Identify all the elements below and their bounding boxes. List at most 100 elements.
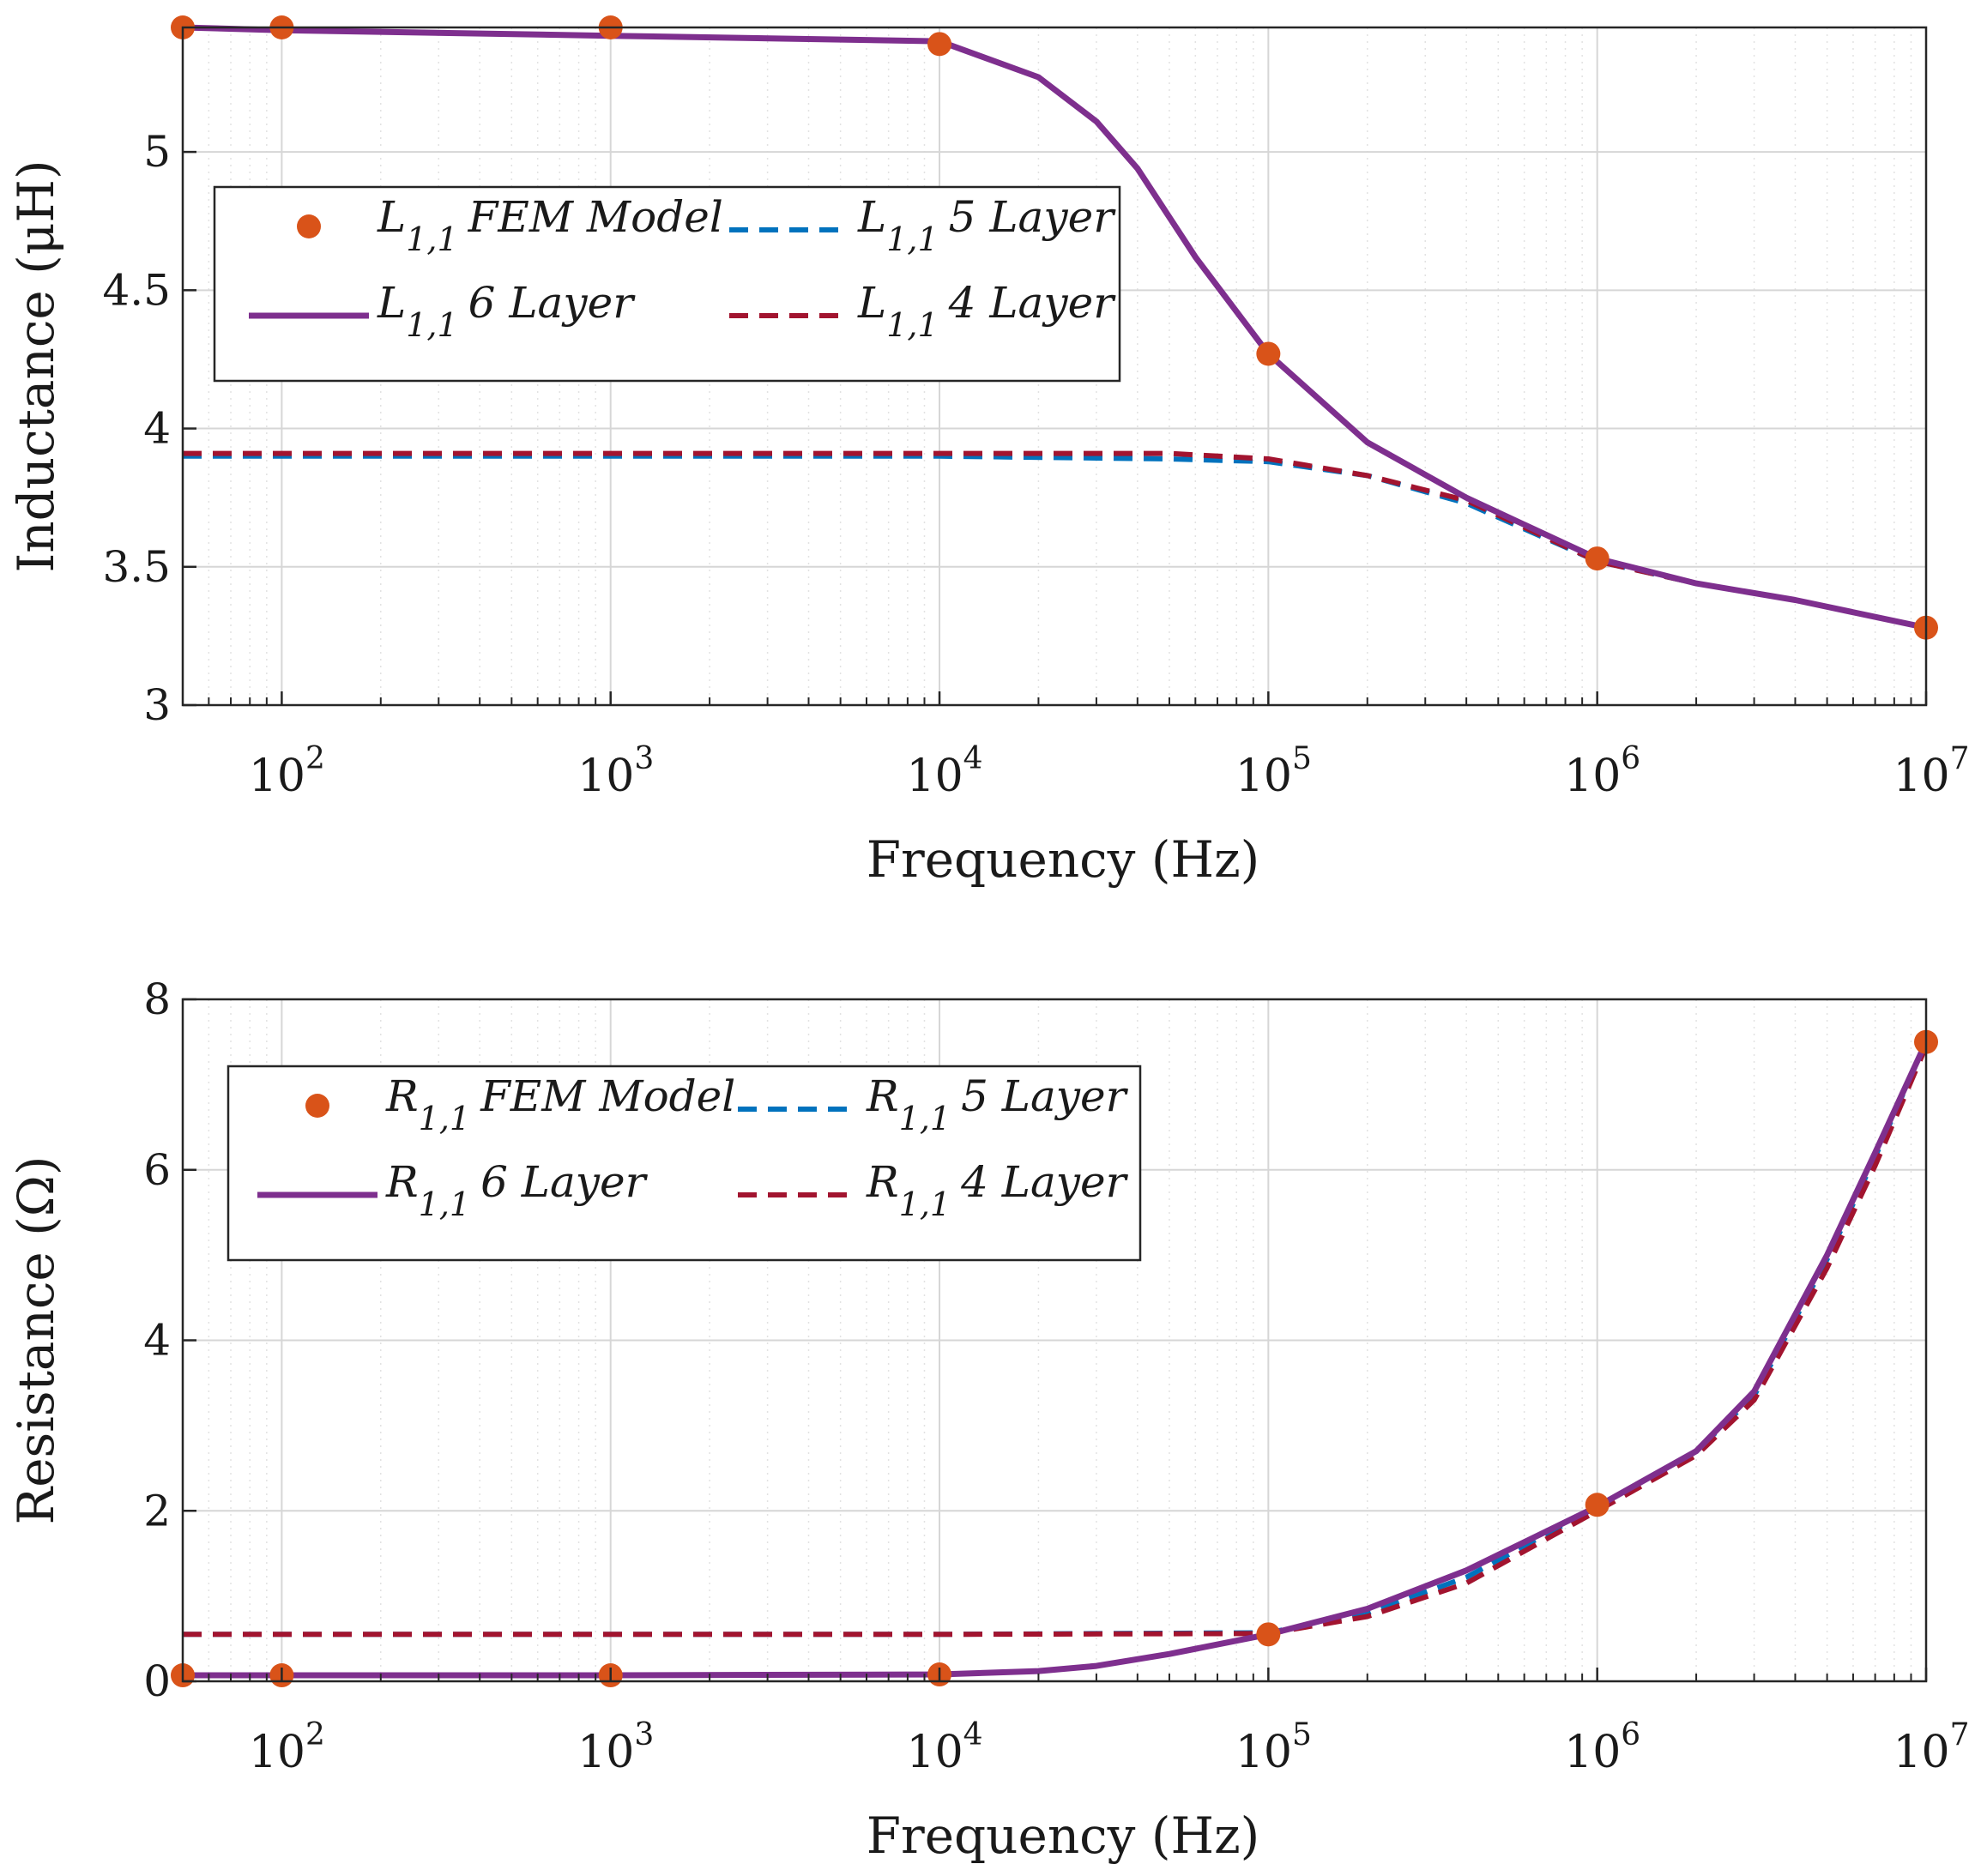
- x-tick-label: 103: [577, 741, 654, 802]
- inductance-series: [171, 15, 1938, 640]
- fem-data-point: [1256, 341, 1281, 366]
- legend-symbol: R: [866, 1071, 899, 1121]
- series-line-6-layer: [182, 24, 1927, 631]
- inductance-axes-frame: [181, 26, 1928, 707]
- legend-symbol: R: [385, 1157, 419, 1207]
- x-tick-exponent: 6: [1621, 1717, 1640, 1752]
- legend-symbol: L: [857, 278, 886, 328]
- x-tick-base: 10: [577, 1727, 634, 1778]
- legend-series-name: 5 Layer: [961, 1071, 1129, 1121]
- x-tick-exponent: 7: [1950, 741, 1970, 776]
- fem-data-point: [927, 32, 952, 57]
- legend-subscript: 1,1: [406, 306, 457, 344]
- resistance-x-axis-label: Frequency (Hz): [867, 1807, 1260, 1865]
- legend-series-name: 6 Layer: [468, 278, 637, 328]
- fem-data-point: [1256, 1622, 1281, 1647]
- legend-subscript: 1,1: [899, 1100, 951, 1137]
- legend-symbol: L: [377, 192, 406, 242]
- x-tick-base: 10: [249, 1727, 305, 1778]
- legend-subscript: 1,1: [419, 1100, 470, 1137]
- legend-label: L1,1 6 Layer: [377, 278, 636, 344]
- legend-subscript: 1,1: [899, 1185, 951, 1223]
- x-tick-label: 107: [1893, 741, 1969, 802]
- x-tick-exponent: 5: [1292, 741, 1312, 776]
- x-tick-base: 10: [249, 751, 305, 802]
- x-tick-base: 10: [577, 751, 634, 802]
- legend-label: R1,1 FEM Model: [385, 1071, 735, 1137]
- y-tick-label: 4: [143, 404, 171, 454]
- series-line-5-layer: [183, 453, 1927, 630]
- inductance-x-axis-label: Frequency (Hz): [867, 830, 1260, 889]
- x-tick-label: 104: [906, 1717, 982, 1778]
- legend-subscript: 1,1: [886, 220, 938, 258]
- series-line-4-layer: [183, 1045, 1929, 1638]
- legend-subscript: 1,1: [406, 220, 457, 258]
- y-tick-label: 3: [143, 680, 171, 730]
- x-tick-base: 10: [906, 1727, 963, 1778]
- y-tick-label: 0: [143, 1656, 171, 1706]
- x-tick-label: 106: [1564, 741, 1640, 802]
- legend-symbol: R: [385, 1071, 419, 1121]
- fem-data-point: [1585, 1493, 1610, 1517]
- x-tick-exponent: 2: [305, 1717, 325, 1752]
- legend-label: L1,1 FEM Model: [377, 192, 723, 258]
- x-tick-exponent: 3: [634, 741, 654, 776]
- series-line-6-layer: [183, 1041, 1930, 1679]
- x-tick-label: 103: [577, 1717, 654, 1778]
- legend-label: R1,1 6 Layer: [385, 1157, 649, 1223]
- x-tick-label: 105: [1235, 741, 1312, 802]
- y-tick-label: 2: [143, 1486, 171, 1535]
- legend-marker-fem: [297, 214, 321, 238]
- legend-series-name: 6 Layer: [480, 1157, 649, 1207]
- legend-marker-fem: [305, 1094, 329, 1118]
- legend-series-name: 5 Layer: [949, 192, 1117, 242]
- x-tick-label: 105: [1235, 1717, 1312, 1778]
- x-tick-exponent: 4: [963, 1717, 983, 1752]
- x-tick-base: 10: [1893, 1727, 1949, 1778]
- legend-box: [226, 1065, 1142, 1262]
- legend-label: L1,1 5 Layer: [857, 192, 1116, 258]
- series-line-4-layer: [183, 450, 1927, 630]
- y-tick-label: 4: [143, 1316, 171, 1366]
- legend-series-name: FEM Model: [468, 192, 723, 242]
- x-tick-exponent: 2: [305, 741, 325, 776]
- y-tick-label: 6: [143, 1145, 171, 1195]
- legend-series-name: 4 Layer: [948, 278, 1117, 328]
- x-tick-exponent: 4: [963, 741, 983, 776]
- y-tick-label: 8: [143, 974, 171, 1024]
- x-tick-label: 104: [906, 741, 982, 802]
- legend-label: R1,1 5 Layer: [866, 1071, 1129, 1137]
- resistance-y-axis-label: Resistance (Ω): [7, 1156, 65, 1525]
- x-tick-exponent: 3: [634, 1717, 654, 1752]
- x-tick-exponent: 6: [1621, 741, 1640, 776]
- legend-symbol: L: [377, 278, 406, 328]
- y-tick-label: 5: [143, 127, 171, 177]
- x-tick-exponent: 5: [1292, 1717, 1312, 1752]
- legend-symbol: L: [857, 192, 886, 242]
- x-tick-base: 10: [906, 751, 963, 802]
- x-tick-label: 106: [1564, 1717, 1640, 1778]
- inductance-y-axis-label: Inductance (μH): [7, 160, 65, 572]
- x-tick-base: 10: [1235, 751, 1292, 802]
- legend-symbol: R: [866, 1157, 899, 1207]
- x-tick-exponent: 7: [1950, 1717, 1970, 1752]
- x-tick-base: 10: [1893, 751, 1949, 802]
- x-tick-base: 10: [1564, 751, 1621, 802]
- x-tick-base: 10: [1235, 1727, 1292, 1778]
- x-tick-label: 102: [249, 1717, 325, 1778]
- y-tick-label: 3.5: [102, 542, 171, 592]
- fem-data-point: [1585, 546, 1610, 571]
- y-tick-label: 4.5: [102, 265, 171, 315]
- legend-box: [213, 185, 1121, 383]
- legend-series-name: FEM Model: [480, 1071, 735, 1121]
- x-tick-base: 10: [1564, 1727, 1621, 1778]
- x-tick-label: 102: [249, 741, 325, 802]
- legend-label: R1,1 4 Layer: [866, 1157, 1129, 1223]
- legend-label: L1,1 4 Layer: [857, 278, 1116, 344]
- legend-subscript: 1,1: [419, 1185, 470, 1223]
